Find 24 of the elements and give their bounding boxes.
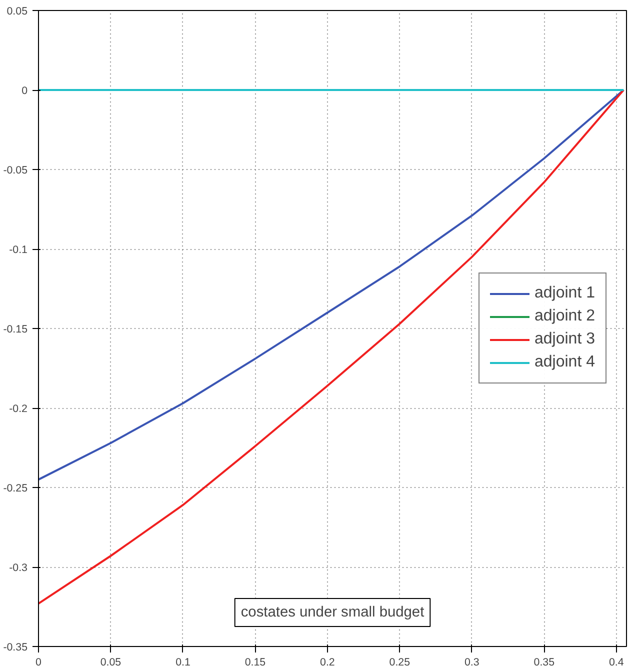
x-tick-label: 0.35 bbox=[534, 656, 555, 668]
y-tick-label: -0.25 bbox=[3, 482, 28, 494]
y-tick-label: 0.05 bbox=[6, 6, 28, 18]
x-tick-label: 0.25 bbox=[389, 656, 410, 668]
legend-label: adjoint 1 bbox=[534, 284, 595, 302]
x-tick-label: 0.05 bbox=[100, 656, 122, 668]
x-tick-label: 0.4 bbox=[608, 656, 624, 668]
legend-label: adjoint 4 bbox=[534, 354, 595, 372]
x-tick-label: 0.15 bbox=[244, 656, 266, 668]
y-tick-label: -0.15 bbox=[3, 324, 28, 336]
x-tick-label: 0 bbox=[36, 656, 42, 668]
y-tick-label: -0.05 bbox=[3, 164, 28, 176]
y-tick-label: -0.35 bbox=[3, 642, 28, 654]
x-tick-label: 0.2 bbox=[320, 656, 335, 668]
y-tick-label: -0.2 bbox=[9, 403, 28, 415]
line-series bbox=[38, 89, 625, 605]
y-tick-label: -0.1 bbox=[9, 244, 28, 256]
legend-label: adjoint 3 bbox=[534, 330, 595, 348]
y-tick-label: 0 bbox=[22, 85, 28, 97]
legend-label: adjoint 2 bbox=[534, 308, 595, 326]
y-tick-label: -0.3 bbox=[9, 562, 28, 574]
x-tick-label: 0.1 bbox=[176, 656, 190, 668]
x-tick-label: 0.3 bbox=[464, 656, 480, 668]
annotation: costates under small budget bbox=[240, 604, 424, 620]
